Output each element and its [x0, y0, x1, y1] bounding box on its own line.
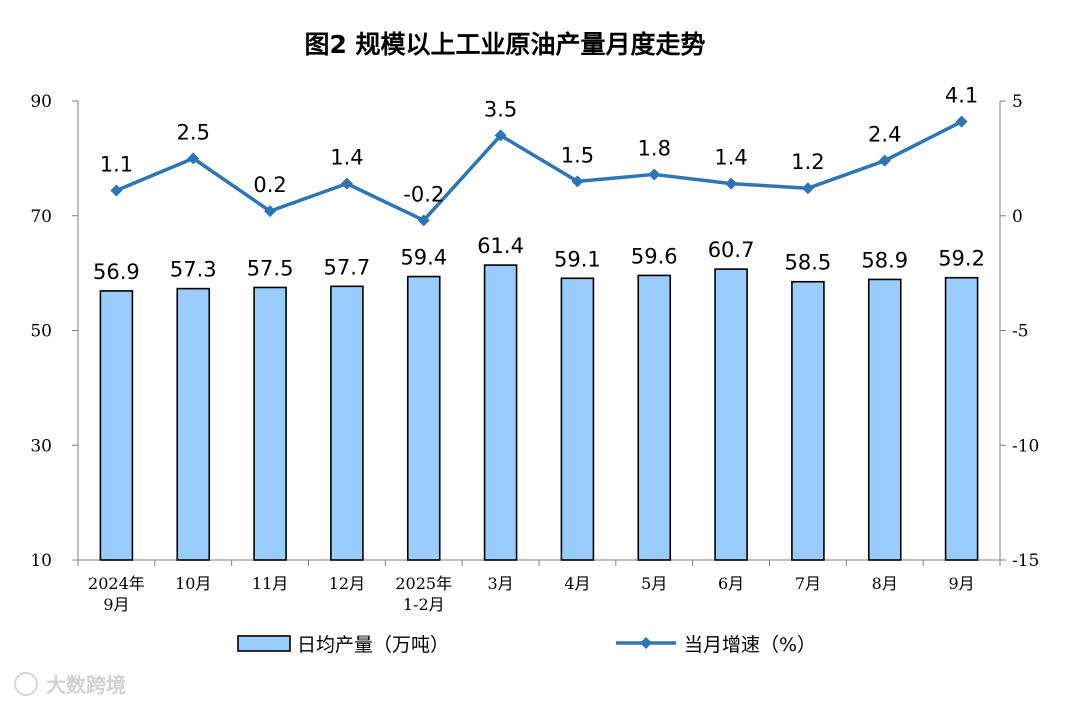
- bar-data-label: 57.7: [324, 255, 371, 279]
- bar-data-label: 59.1: [554, 247, 601, 271]
- line-point: [648, 168, 661, 181]
- legend-bar-label: 日均产量（万吨）: [297, 634, 449, 656]
- bar-data-label: 56.9: [93, 260, 140, 284]
- x-tick-label: 2024年: [88, 574, 145, 593]
- line-point: [955, 115, 968, 128]
- bar: [867, 278, 902, 561]
- x-tick-label: 5月: [641, 574, 667, 593]
- series-line: [115, 120, 963, 223]
- legend: 日均产量（万吨） 当月增速（%）: [237, 634, 816, 656]
- line-data-label: 1.5: [561, 143, 594, 167]
- line-data-label: 4.1: [945, 84, 978, 108]
- legend-bar-swatch: [237, 635, 291, 652]
- bar: [176, 287, 211, 561]
- line-point: [878, 154, 891, 167]
- line-data-label: 1.4: [330, 146, 363, 170]
- line-data-label: 2.4: [868, 123, 901, 147]
- chart-title: 图2 规模以上工业原油产量月度走势: [304, 30, 705, 59]
- line-data-label: -0.2: [403, 182, 444, 206]
- line-point: [801, 182, 814, 195]
- bar: [637, 274, 672, 561]
- bar: [330, 285, 364, 561]
- bar: [791, 280, 825, 561]
- x-tick-label: 2025年: [395, 574, 452, 593]
- watermark: 大数跨境: [14, 672, 126, 697]
- legend-line-label: 当月增速（%）: [684, 634, 816, 656]
- line-data-label: 3.5: [484, 97, 517, 121]
- x-tick-label: 11月: [252, 574, 288, 593]
- bar: [944, 276, 979, 561]
- bar-data-label: 57.3: [170, 258, 217, 282]
- line-point: [187, 152, 200, 165]
- y-left-tick-label: 70: [30, 207, 52, 227]
- x-tick-label: 9月: [948, 574, 974, 593]
- bar: [483, 264, 518, 561]
- bar-data-label: 59.6: [631, 244, 678, 268]
- line-point: [725, 177, 738, 190]
- y-right-tick-label: 0: [1012, 207, 1023, 227]
- line-point: [494, 129, 507, 142]
- line-data-label: 1.4: [714, 146, 747, 170]
- x-tick-label: 1-2月: [403, 595, 445, 614]
- line-point: [571, 175, 584, 188]
- line-point: [340, 177, 353, 190]
- line-data-label: 0.2: [253, 173, 286, 197]
- bar: [714, 268, 748, 561]
- bar: [406, 275, 441, 561]
- bar-data-label: 57.5: [247, 256, 294, 280]
- line-point: [110, 184, 123, 197]
- bar-data-label: 58.9: [861, 248, 908, 272]
- line-data-label: 1.2: [791, 150, 824, 174]
- line-data-label: 1.1: [100, 153, 133, 177]
- watermark-text: 大数跨境: [46, 673, 126, 697]
- y-left-tick-label: 50: [30, 322, 52, 342]
- y-left-tick-label: 10: [30, 551, 52, 571]
- y-left-tick-label: 90: [30, 92, 52, 112]
- x-tick-label: 6月: [718, 574, 744, 593]
- bar-series: 56.9 57.3 57.5 57.7 59.4 61.4 59.1 59.6 60.7 58.5…: [93, 234, 985, 561]
- line-point: [417, 214, 430, 227]
- bar-data-label: 58.5: [785, 251, 832, 275]
- y-right-tick-label: 5: [1012, 92, 1023, 112]
- bar-data-label: 61.4: [477, 234, 524, 258]
- bar-data-label: 59.4: [400, 246, 447, 270]
- bar: [560, 277, 595, 561]
- y-right-tick-label: -10: [1012, 436, 1039, 456]
- x-tick-label: 10月: [175, 574, 211, 593]
- line-point: [264, 205, 277, 218]
- bar-data-label: 60.7: [708, 238, 755, 262]
- line-series: 1.1 2.5 0.2 1.4 -0.2 3.5 1.5 1.8 1.4 1.2 2.4 4.1: [100, 84, 978, 227]
- x-tick-label: 7月: [795, 574, 821, 593]
- bar: [99, 290, 134, 561]
- x-tick-label: 8月: [872, 574, 898, 593]
- y-left-tick-label: 30: [30, 436, 52, 456]
- y-right-tick-label: -5: [1012, 322, 1029, 342]
- x-tick-label: 12月: [329, 574, 365, 593]
- watermark-logo-icon: [14, 672, 38, 696]
- bar: [253, 286, 287, 561]
- x-tick-label: 3月: [487, 574, 513, 593]
- y-right-tick-label: -15: [1012, 551, 1039, 571]
- line-data-label: 1.8: [638, 136, 671, 160]
- x-tick-label: 4月: [564, 574, 590, 593]
- x-tick-label: 9月: [103, 595, 129, 614]
- line-data-label: 2.5: [177, 120, 210, 144]
- legend-line-marker: [640, 637, 652, 649]
- bar-data-label: 59.2: [938, 247, 985, 271]
